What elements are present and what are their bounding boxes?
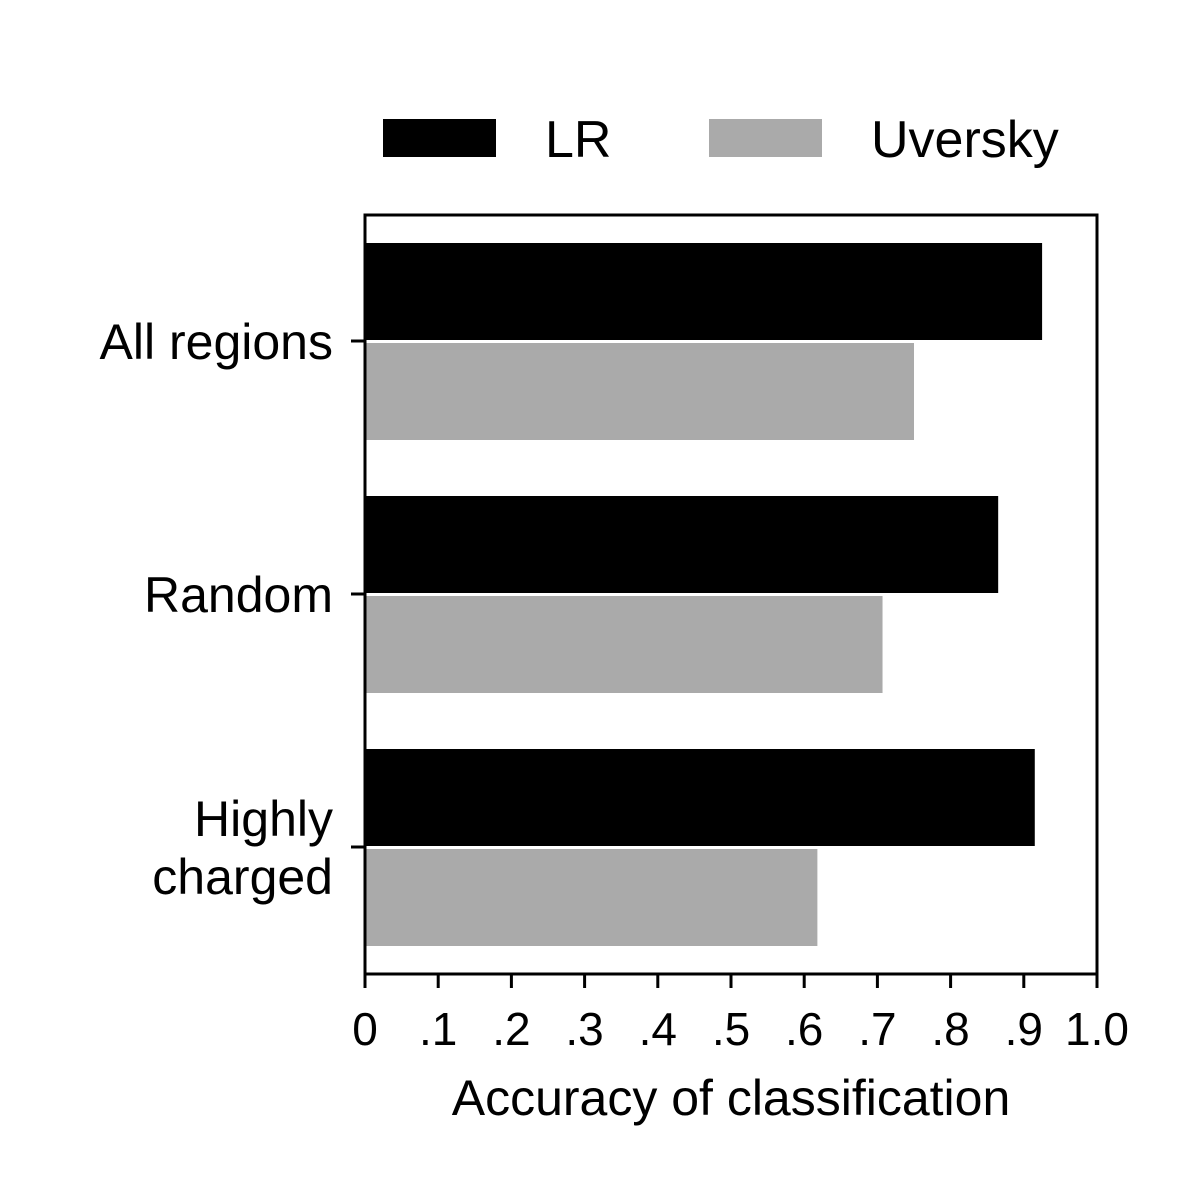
bar-lr-0 bbox=[365, 243, 1043, 340]
legend-swatch-uversky bbox=[709, 119, 822, 157]
bar-lr-2 bbox=[365, 496, 999, 593]
x-tick-label-5: .5 bbox=[712, 1003, 750, 1055]
legend-label-uversky: Uversky bbox=[871, 111, 1059, 169]
legend-label-lr: LR bbox=[545, 111, 611, 169]
category-label-1-0: Highly bbox=[194, 791, 333, 847]
x-tick-label-2: .2 bbox=[492, 1003, 530, 1055]
x-axis: 0 .1 .2 .3 .4 .5 .6 .7 .8 .9 1.0 bbox=[352, 974, 1129, 1055]
bar-uversky-2 bbox=[365, 596, 883, 693]
x-tick-label-7: .7 bbox=[858, 1003, 896, 1055]
x-tick-label-1: .1 bbox=[419, 1003, 457, 1055]
category-label-1-1: charged bbox=[152, 849, 333, 905]
x-axis-label: Accuracy of classification bbox=[452, 1070, 1011, 1126]
bar-uversky-0 bbox=[365, 343, 914, 440]
x-tick-label-10: 1.0 bbox=[1065, 1003, 1129, 1055]
legend-swatch-lr bbox=[383, 119, 496, 157]
bar-uversky-1 bbox=[365, 849, 818, 946]
x-tick-label-0: 0 bbox=[352, 1003, 378, 1055]
bar-lr-1 bbox=[365, 749, 1035, 846]
x-tick-label-9: .9 bbox=[1005, 1003, 1043, 1055]
x-tick-label-8: .8 bbox=[931, 1003, 969, 1055]
bars-group bbox=[365, 243, 1043, 946]
x-tick-label-3: .3 bbox=[565, 1003, 603, 1055]
legend: LR Uversky bbox=[383, 111, 1059, 169]
x-tick-label-4: .4 bbox=[639, 1003, 677, 1055]
x-tick-label-6: .6 bbox=[785, 1003, 823, 1055]
category-label-2-0: Random bbox=[144, 567, 333, 623]
category-label-0-0: All regions bbox=[100, 314, 333, 370]
